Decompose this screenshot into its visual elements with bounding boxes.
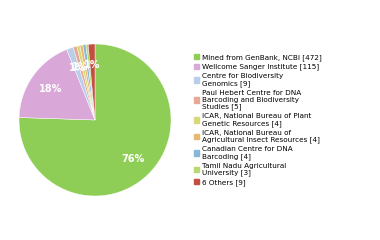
Wedge shape [83, 45, 95, 120]
Wedge shape [73, 46, 95, 120]
Wedge shape [19, 49, 95, 120]
Wedge shape [88, 44, 95, 120]
Wedge shape [80, 45, 95, 120]
Text: 1%: 1% [72, 62, 89, 72]
Text: 1%: 1% [84, 60, 101, 70]
Text: 1%: 1% [69, 63, 85, 73]
Wedge shape [66, 47, 95, 120]
Text: 18%: 18% [38, 84, 62, 94]
Wedge shape [77, 46, 95, 120]
Wedge shape [19, 44, 171, 196]
Text: 76%: 76% [122, 154, 145, 164]
Wedge shape [86, 44, 95, 120]
Legend: Mined from GenBank, NCBI [472], Wellcome Sanger Institute [115], Centre for Biod: Mined from GenBank, NCBI [472], Wellcome… [194, 54, 321, 186]
